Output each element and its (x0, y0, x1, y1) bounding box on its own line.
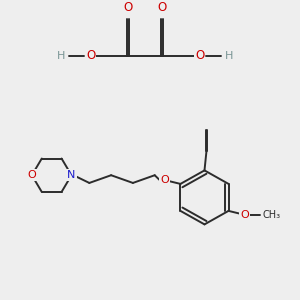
Text: N: N (67, 170, 76, 180)
Text: H: H (57, 51, 65, 61)
Text: O: O (160, 175, 169, 185)
Text: CH₃: CH₃ (262, 210, 280, 220)
Text: O: O (195, 49, 204, 62)
Text: H: H (225, 51, 233, 61)
Text: O: O (28, 170, 36, 180)
Text: O: O (240, 210, 249, 220)
Text: O: O (124, 1, 133, 14)
Text: O: O (86, 49, 95, 62)
Text: O: O (157, 1, 167, 14)
